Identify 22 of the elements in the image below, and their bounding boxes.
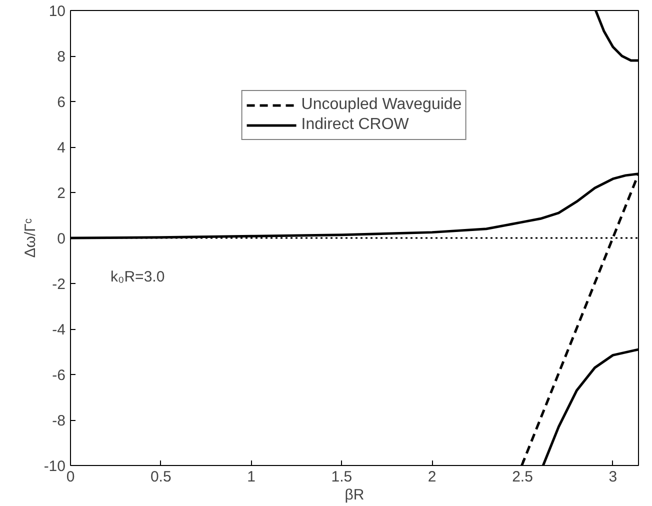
x-tick-label: 2.5: [512, 468, 533, 486]
y-axis-title: Δω/Γᶜ: [22, 218, 39, 258]
y-tick-label: 8: [57, 48, 66, 66]
y-tick-label: 10: [48, 3, 66, 20]
x-tick-label: 1.5: [331, 468, 352, 486]
y-tick-label: -10: [44, 458, 66, 475]
x-tick-label: 1: [247, 468, 256, 486]
legend-label: Uncoupled Waveguide: [301, 96, 462, 114]
y-tick-label: -4: [52, 322, 66, 338]
y-tick-label: -2: [52, 276, 66, 293]
y-tick-label: -6: [52, 367, 66, 384]
x-tick-label: 2: [428, 468, 436, 486]
x-axis-title: βR: [344, 486, 364, 504]
y-tick-label: 6: [57, 94, 66, 111]
annotation: k₀R=3.0: [110, 268, 165, 286]
y-tick-label: 0: [57, 230, 66, 248]
y-tick-label: 4: [57, 140, 66, 156]
legend-label: Indirect CROW: [301, 116, 409, 134]
x-tick-label: 0.5: [150, 468, 172, 486]
y-tick-label: 2: [57, 185, 66, 202]
x-tick-label: 3: [608, 468, 618, 486]
y-tick-label: -8: [52, 412, 66, 430]
